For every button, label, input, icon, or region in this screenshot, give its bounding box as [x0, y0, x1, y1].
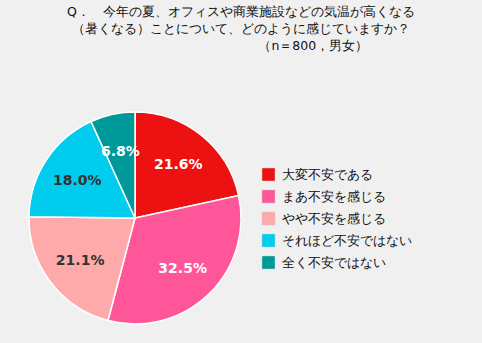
data-label: 32.5%: [158, 260, 207, 276]
data-label: 21.6%: [154, 156, 203, 172]
subtitle: （n＝800，男女）: [258, 38, 368, 53]
legend-swatch: [262, 212, 275, 225]
legend-swatch: [262, 234, 275, 247]
legend-swatch: [262, 256, 275, 269]
legend-label: 全く不安ではない: [282, 255, 386, 270]
title: （暑くなる）ことについて、どのように感じていますか？: [72, 21, 410, 36]
pie-slice: [29, 217, 135, 321]
chart-container: Q． 今年の夏、オフィスや商業施設などの気温が高くなる （暑くなる）ことについて、…: [0, 0, 482, 343]
pie: [29, 112, 241, 324]
background: [0, 0, 482, 343]
data-label: 18.0%: [53, 172, 102, 188]
data-labels: 21.6% 32.5% 21.1% 18.0% 6.8%: [53, 143, 207, 276]
legend: 大変不安であるまあ不安を感じるやや不安を感じるそれほど不安ではない全く不安ではな…: [262, 167, 412, 270]
title: Q． 今年の夏、オフィスや商業施設などの気温が高くなる: [67, 4, 415, 19]
legend-label: それほど不安ではない: [282, 233, 412, 248]
pie-slice: [91, 112, 135, 218]
legend-label: 大変不安である: [282, 167, 373, 182]
chart: Q． 今年の夏、オフィスや商業施設などの気温が高くなる （暑くなる）ことについて、…: [0, 0, 482, 343]
legend-label: やや不安を感じる: [282, 211, 386, 226]
data-label: 21.1%: [56, 252, 105, 268]
legend-label: まあ不安を感じる: [282, 189, 386, 204]
legend-swatch: [262, 190, 275, 203]
legend-swatch: [262, 168, 275, 181]
data-label: 6.8%: [101, 143, 140, 159]
